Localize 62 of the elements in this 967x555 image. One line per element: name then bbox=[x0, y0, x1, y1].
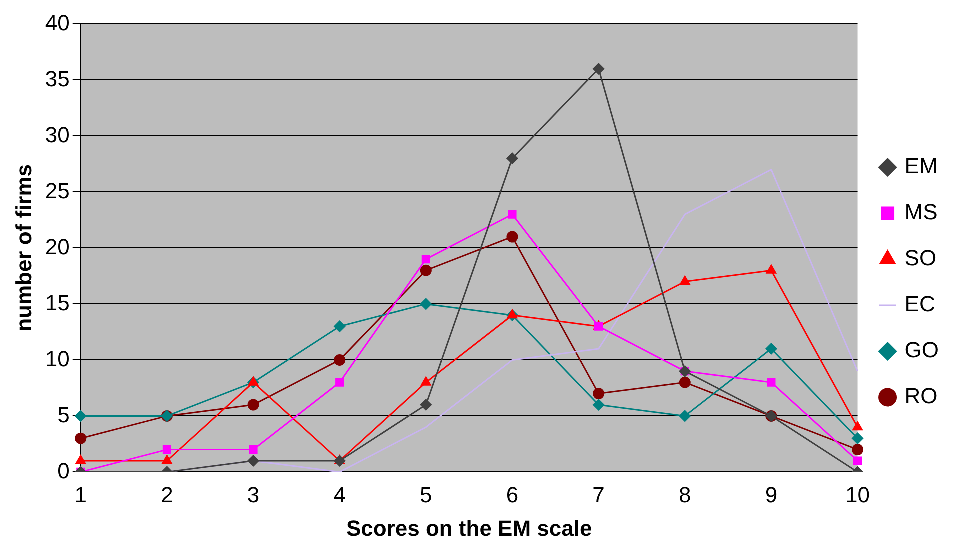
point bbox=[680, 276, 690, 286]
point bbox=[593, 399, 605, 411]
x-tick-label: 3 bbox=[247, 482, 260, 508]
x-tick-label: 5 bbox=[420, 482, 432, 508]
point bbox=[506, 231, 518, 243]
x-tick-label: 10 bbox=[846, 482, 870, 508]
y-axis-title: number of firms bbox=[11, 164, 36, 332]
point bbox=[75, 410, 87, 422]
point bbox=[248, 455, 260, 467]
point bbox=[162, 455, 172, 464]
point bbox=[249, 446, 258, 454]
legend-label: EM bbox=[904, 154, 938, 179]
y-tick-label: 30 bbox=[45, 122, 70, 148]
y-tick-label: 25 bbox=[45, 178, 70, 204]
point bbox=[766, 264, 777, 274]
point bbox=[679, 410, 691, 422]
point bbox=[421, 376, 432, 386]
point bbox=[75, 432, 87, 444]
x-tick-label: 1 bbox=[74, 482, 87, 508]
point bbox=[420, 399, 432, 411]
point bbox=[248, 376, 259, 386]
point bbox=[852, 432, 864, 444]
point bbox=[508, 210, 517, 219]
point bbox=[420, 298, 432, 310]
y-tick-label: 10 bbox=[45, 346, 70, 372]
point bbox=[334, 455, 346, 467]
legend-label: EC bbox=[904, 292, 936, 317]
legend-label: RO bbox=[904, 384, 938, 409]
point bbox=[853, 456, 862, 466]
y-tick-label: 40 bbox=[45, 10, 70, 36]
point bbox=[334, 354, 346, 366]
point bbox=[766, 343, 778, 355]
x-tick-label: 7 bbox=[592, 482, 605, 508]
point bbox=[593, 388, 605, 400]
point bbox=[420, 264, 432, 276]
legend-label: GO bbox=[904, 338, 940, 363]
point bbox=[852, 444, 864, 456]
point bbox=[336, 378, 344, 387]
point bbox=[422, 255, 430, 264]
point bbox=[334, 320, 346, 332]
point bbox=[767, 378, 776, 387]
point bbox=[593, 63, 605, 75]
point bbox=[507, 310, 518, 319]
legend-label: MS bbox=[904, 200, 938, 225]
y-tick-label: 0 bbox=[58, 458, 70, 484]
point bbox=[852, 422, 863, 431]
point bbox=[162, 446, 172, 454]
y-tick-label: 15 bbox=[45, 290, 70, 316]
legend-label: SO bbox=[904, 246, 937, 271]
x-tick-label: 9 bbox=[765, 482, 778, 508]
y-tick-label: 5 bbox=[58, 402, 70, 428]
x-tick-label: 2 bbox=[161, 482, 174, 508]
point bbox=[506, 152, 518, 164]
point bbox=[679, 376, 691, 388]
y-tick-label: 20 bbox=[45, 234, 70, 260]
x-tick-label: 6 bbox=[506, 482, 519, 508]
x-tick-label: 4 bbox=[334, 482, 346, 508]
y-tick-label: 35 bbox=[45, 66, 70, 92]
point bbox=[248, 399, 260, 411]
x-axis-title: Scores on the EM scale bbox=[346, 516, 592, 541]
point bbox=[76, 455, 86, 464]
x-tick-label: 8 bbox=[679, 482, 692, 508]
